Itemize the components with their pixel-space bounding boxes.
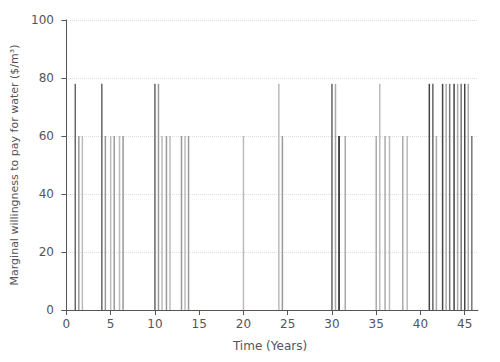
svg-text:Time (Years): Time (Years) xyxy=(232,339,307,353)
svg-text:10: 10 xyxy=(147,317,162,331)
svg-text:25: 25 xyxy=(280,317,295,331)
svg-text:40: 40 xyxy=(413,317,428,331)
svg-text:Marginal willingness to pay fo: Marginal willingness to pay for water ($… xyxy=(8,45,21,286)
svg-text:60: 60 xyxy=(39,129,54,143)
svg-text:45: 45 xyxy=(457,317,472,331)
svg-text:40: 40 xyxy=(39,187,54,201)
svg-text:100: 100 xyxy=(31,13,54,27)
svg-text:20: 20 xyxy=(236,317,251,331)
svg-text:0: 0 xyxy=(63,317,71,331)
svg-text:20: 20 xyxy=(39,245,54,259)
svg-text:35: 35 xyxy=(369,317,384,331)
svg-text:80: 80 xyxy=(39,71,54,85)
svg-text:30: 30 xyxy=(324,317,339,331)
svg-text:5: 5 xyxy=(107,317,115,331)
svg-text:0: 0 xyxy=(46,303,54,317)
svg-text:15: 15 xyxy=(192,317,207,331)
